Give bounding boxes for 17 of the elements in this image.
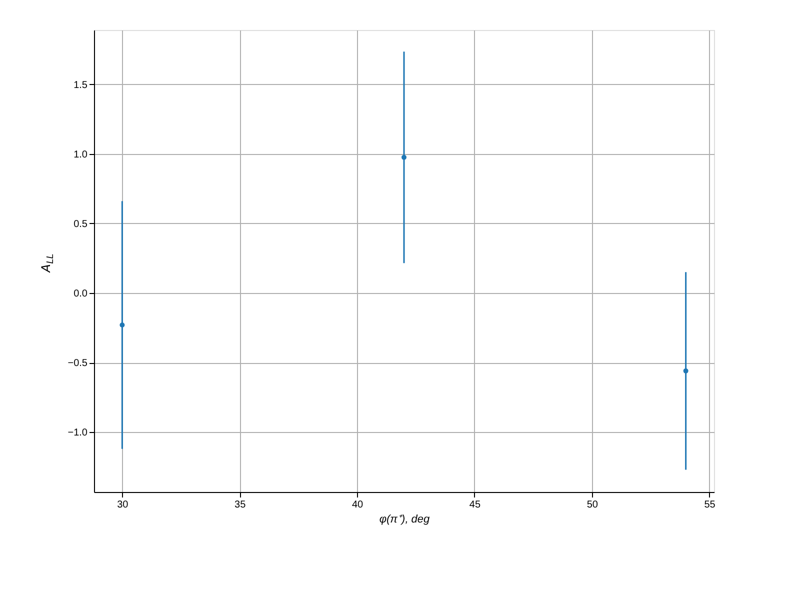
point [120,322,125,328]
y-axis-title: ALL [39,254,56,274]
point [402,154,406,160]
point [683,368,688,374]
y-tick-label: −0.5 [68,358,88,370]
x-tick-label: 45 [469,500,481,510]
y-tick-label: −1.0 [68,428,88,439]
x-tick-label: 50 [586,500,598,510]
y-tick-label: 0.0 [74,288,88,300]
y-tick-label: 1.0 [74,149,88,160]
y-tick-label: 1.5 [74,80,88,91]
x-tick-label: 30 [117,500,129,510]
x-tick-label: 35 [234,500,246,510]
x-tick-label: 55 [704,500,716,510]
x-axis-title: φ(π⁺), deg [379,514,431,526]
y-tick-label: 0.5 [74,218,88,230]
x-tick-label: 40 [352,500,364,510]
